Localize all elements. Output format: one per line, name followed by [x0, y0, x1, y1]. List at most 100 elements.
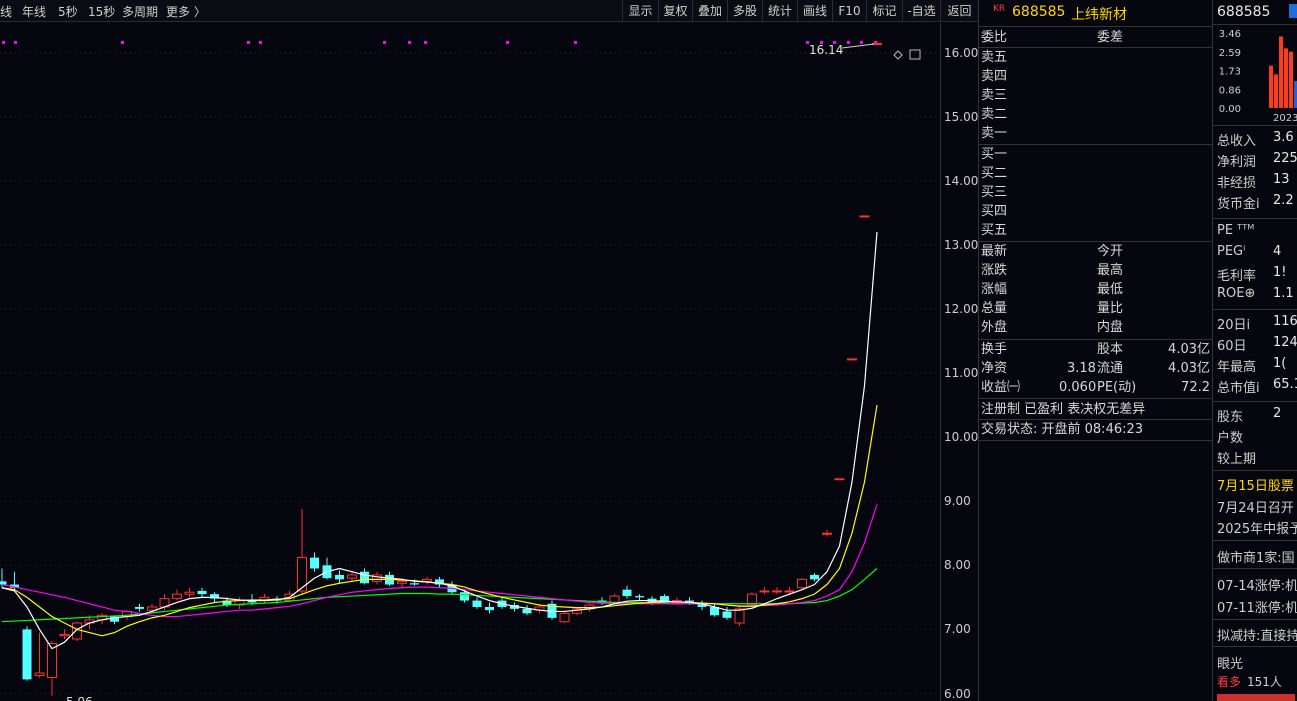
period-tab-more[interactable]: 更多 〉 — [166, 3, 206, 20]
quote-right-label: 量比 — [1097, 301, 1124, 316]
statistics-button[interactable]: 统计 — [762, 0, 797, 22]
limit-up-item-1[interactable]: 07-14涨停:机 — [1217, 579, 1297, 594]
display-button[interactable]: 显示 — [622, 0, 658, 22]
candle-body — [135, 606, 144, 609]
candle-body — [34, 672, 45, 677]
candle-body — [522, 608, 532, 614]
quote-left-label: 最新 — [981, 244, 1008, 259]
candle-body — [210, 594, 219, 599]
bar-tick-label: 0.86 — [1219, 85, 1241, 96]
bar-tick-label: 0.00 — [1219, 104, 1241, 115]
turnover-label: 换手 — [981, 342, 1008, 357]
quote-right-label: 今开 — [1097, 244, 1124, 259]
fin-metric-label: ROE⊕ — [1217, 286, 1256, 301]
candle-body — [635, 596, 644, 598]
revenue-bar — [1269, 65, 1273, 108]
candlestick-chart[interactable]: 16.14 5.96 — [0, 23, 978, 701]
candle-body — [622, 589, 632, 597]
bar-tick-label: 1.73 — [1219, 67, 1241, 78]
quote-left-label: 涨跌 — [981, 263, 1008, 278]
net-asset-value: 3.18 — [1067, 361, 1096, 376]
sell-level-2-label: 卖二 — [981, 107, 1008, 122]
float-share-label: 流通 — [1097, 361, 1124, 376]
divider — [979, 47, 1213, 48]
quote-left-label: 外盘 — [981, 320, 1008, 335]
price-tick-label: 8.00 — [944, 558, 971, 573]
back-button[interactable]: 返回 — [940, 0, 978, 22]
fin-metric-label: 股东 — [1217, 410, 1244, 425]
candle-body — [784, 590, 795, 593]
news-item-1[interactable]: 7月15日股票 — [1217, 479, 1294, 494]
sell-level-4-label: 卖四 — [981, 69, 1008, 84]
ma60-line — [1, 568, 878, 623]
divider — [1213, 218, 1297, 219]
candle-body — [110, 616, 119, 622]
fin-stock-code: 688585 — [1217, 4, 1271, 20]
period-tab-multi[interactable]: 多周期 — [122, 5, 159, 19]
event-marker — [574, 41, 577, 44]
candle-body — [559, 612, 570, 623]
fin-metric-label: 货币金i — [1217, 197, 1260, 212]
reduce-holding-info[interactable]: 拟减持:直接持 — [1217, 629, 1297, 644]
stock-tags[interactable]: 注册制 已盈利 表决权无差异 — [981, 402, 1146, 417]
pe-dynamic-value: 72.2 — [1181, 380, 1210, 395]
revenue-bar — [1284, 48, 1288, 108]
share-capital-value: 4.03亿 — [1168, 342, 1210, 357]
diamond-icon[interactable] — [893, 50, 903, 60]
candle-body — [397, 580, 407, 584]
candle-body — [472, 600, 482, 607]
revenue-bar-chart[interactable]: 3.46 2.59 1.73 0.86 0.00 2023 — [1213, 24, 1297, 125]
buy-level-1-label: 买一 — [981, 147, 1008, 162]
divider — [1213, 125, 1297, 126]
sell-level-3-label: 卖三 — [981, 88, 1008, 103]
candle-body — [810, 574, 819, 580]
fin-metric-label: 毛利率 — [1217, 269, 1257, 284]
candle-body — [247, 600, 257, 603]
chart-toolbar: 线 年线 5秒 15秒 多周期 更多 〉 显示 复权 叠加 多股 统计 画线 F… — [0, 0, 978, 22]
news-item-2[interactable]: 7月24日召开 — [1217, 501, 1294, 516]
blue-tag-icon[interactable] — [1289, 4, 1297, 18]
price-tick-label: 12.00 — [944, 301, 979, 316]
fin-metric-label: 20日i — [1217, 318, 1251, 333]
candle-body — [410, 583, 419, 585]
candle-body — [10, 584, 19, 588]
candle-body — [422, 578, 432, 582]
overlay-button[interactable]: 叠加 — [692, 0, 727, 22]
candle-body — [59, 634, 70, 637]
net-asset-label: 净资 — [981, 361, 1008, 376]
financial-panel: 688585 3.46 2.59 1.73 0.86 0.00 2023 总收入 3.6 净利… — [1212, 0, 1297, 701]
price-tick-label: 16.00 — [944, 45, 979, 60]
candle-body — [435, 579, 444, 585]
divider — [1213, 24, 1297, 25]
buy-level-3-label: 买三 — [981, 185, 1008, 200]
period-tab-year[interactable]: 年线 — [22, 5, 47, 19]
window-toggle-icon[interactable] — [909, 49, 921, 60]
stock-name: 上纬新材 — [1071, 7, 1127, 23]
eps-value: 0.060 — [1059, 380, 1097, 395]
event-marker — [247, 41, 250, 44]
market-maker-info[interactable]: 做市商1家:国 — [1217, 551, 1295, 566]
period-tab-5s[interactable]: 5秒 — [58, 5, 78, 19]
limit-up-item-2[interactable]: 07-11涨停:机 — [1217, 601, 1297, 616]
candle-body — [834, 478, 845, 481]
news-item-3[interactable]: 2025年中报予 — [1217, 522, 1297, 537]
period-tab-15s[interactable]: 15秒 — [88, 5, 116, 19]
candle-body — [847, 358, 857, 361]
candle-body — [360, 571, 369, 584]
add-watchlist-button[interactable]: -自选 — [902, 0, 940, 22]
candle-body — [0, 581, 7, 585]
low-price-label: 5.96 — [66, 695, 93, 701]
candle-body — [184, 591, 195, 595]
fin-metric-value: 1( — [1273, 356, 1287, 371]
bar-tick-label: 3.46 — [1219, 29, 1241, 40]
eye-section-title: 眼光 — [1217, 657, 1244, 672]
mark-button[interactable]: 标记 — [866, 0, 902, 22]
fuquan-button[interactable]: 复权 — [658, 0, 692, 22]
more-label: 更多 — [166, 5, 191, 19]
draw-line-button[interactable]: 画线 — [797, 0, 832, 22]
period-tab-line[interactable]: 线 — [0, 5, 13, 19]
event-marker — [2, 41, 5, 44]
f10-button[interactable]: F10 — [832, 0, 866, 22]
multi-stock-button[interactable]: 多股 — [727, 0, 762, 22]
high-label-pointer — [841, 43, 875, 49]
